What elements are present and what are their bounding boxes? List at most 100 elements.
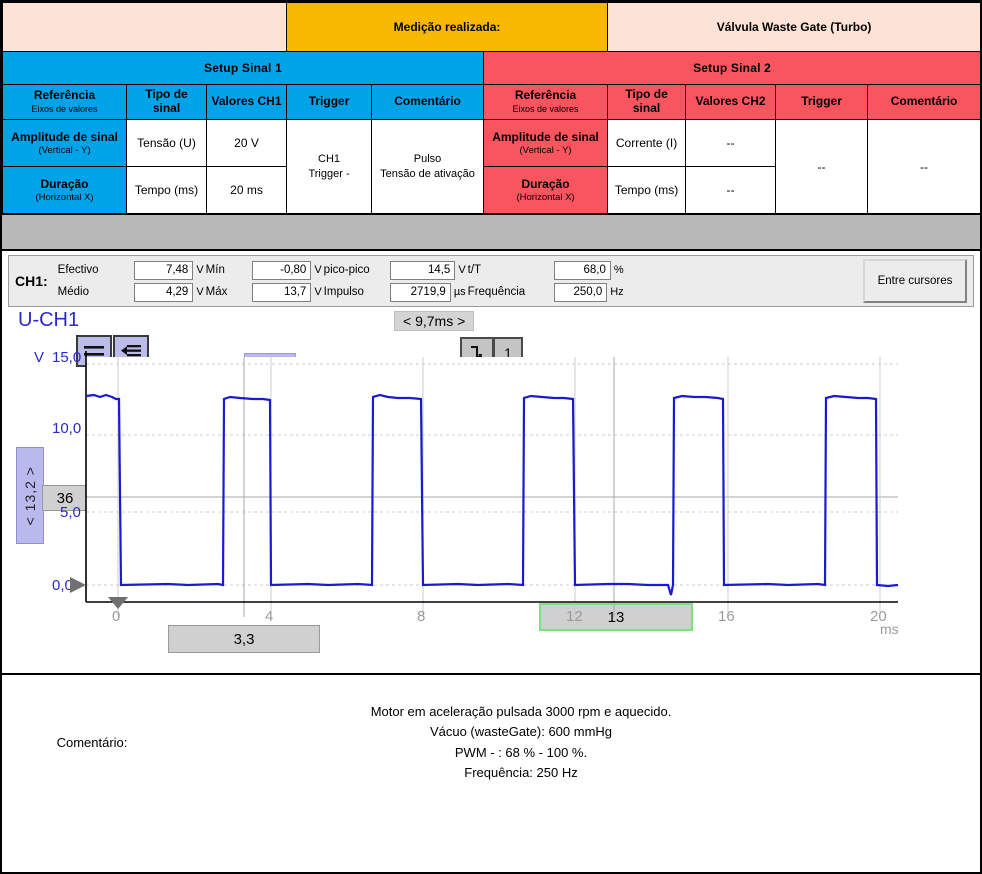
cell-trigger-2: -- <box>775 119 869 214</box>
meas-value-frequencia[interactable]: 250,0 <box>553 282 608 302</box>
cell-trigger-1-l2: Trigger - <box>308 167 350 180</box>
svg-text:0,0: 0,0 <box>52 577 73 594</box>
meas-unit-efectivo: V <box>196 264 204 276</box>
col-tipo-2: Tipo de sinal <box>607 84 687 120</box>
meas-unit-frequencia: Hz <box>610 286 624 298</box>
cell-valor-duracao-2: -- <box>685 166 777 214</box>
row-label-duracao-2-title: Duração <box>521 177 570 192</box>
svg-text:20: 20 <box>870 608 887 625</box>
data-row-duracao: Duração (Horizontal X) Tempo (ms) 20 ms … <box>2 166 981 214</box>
col-trigger-1: Trigger <box>286 84 373 120</box>
svg-text:10,0: 10,0 <box>52 420 81 437</box>
col-ref-1-sub: Eixos de valores <box>31 104 98 115</box>
meas-label-pico-pico: pico-pico <box>323 264 370 276</box>
scope-panel: CH1: Efectivo 7,48 V Mín -0,80 V pico-pi… <box>2 251 980 675</box>
svg-text:8: 8 <box>417 608 425 625</box>
cell-comment-1: Pulso Tensão de ativação <box>371 119 485 214</box>
equal-lines-icon[interactable] <box>76 335 112 367</box>
meas-unit-max: V <box>314 286 322 298</box>
meas-unit-medio: V <box>196 286 204 298</box>
x-cursor-left-box[interactable]: 3,3 <box>168 625 320 653</box>
col-ref-1: Referência Eixos de valores <box>2 84 127 120</box>
col-comentario-2: Comentário <box>867 84 982 120</box>
col-ref-2-title: Referência <box>514 88 577 103</box>
col-tipo-1-l1: Tipo de <box>145 87 188 102</box>
meas-value-tT[interactable]: 68,0 <box>553 260 611 280</box>
row-label-amplitude-2: Amplitude de sinal (Vertical - Y) <box>483 119 609 167</box>
signal-name-label: U-CH1 <box>18 309 80 331</box>
svg-text:15,0: 15,0 <box>52 349 81 366</box>
delta-time-badge: < 9,7ms > <box>394 311 475 331</box>
meas-label-min: Mín <box>205 264 225 276</box>
meas-label-frequencia: Frequência <box>467 286 526 298</box>
meas-field-tT: 68,0 % <box>553 260 624 280</box>
svg-text:4: 4 <box>265 608 273 625</box>
col-ref-1-title: Referência <box>33 88 96 103</box>
cell-comment-2: -- <box>867 119 982 214</box>
col-tipo-1: Tipo de sinal <box>126 84 207 120</box>
row-label-amplitude-1: Amplitude de sinal (Vertical - Y) <box>2 119 127 167</box>
comment-line-3: PWM - : 68 % - 100 %. <box>454 744 588 760</box>
comment-line-2: Vácuo (wasteGate): 600 mmHg <box>429 724 613 740</box>
meas-value-pico-pico[interactable]: 14,5 <box>389 260 456 280</box>
cell-valor-amplitude-2: -- <box>685 119 777 167</box>
cell-comment-1-l2: Tensão de ativação <box>380 167 475 180</box>
col-comentario-1: Comentário <box>371 84 485 120</box>
waveform-plot[interactable]: U-CH1 < 9,7ms > <box>8 307 974 667</box>
svg-text:16: 16 <box>718 608 735 625</box>
channel-label: CH1: <box>15 273 48 289</box>
meas-value-impulso[interactable]: 2719,9 <box>389 282 451 302</box>
meas-field-min: -0,80 V <box>251 260 322 280</box>
measurement-title: Medição realizada: <box>286 2 609 52</box>
meas-label-max: Máx <box>205 286 228 298</box>
col-valores-ch2: Valores CH2 <box>685 84 777 120</box>
comment-body: Motor em aceleração pulsada 3000 rpm e a… <box>182 702 980 783</box>
meas-field-efectivo: 7,48 V <box>133 260 204 280</box>
meas-value-medio[interactable]: 4,29 <box>133 282 194 302</box>
col-ref-2-sub: Eixos de valores <box>512 104 579 115</box>
meas-field-pico-pico: 14,5 V <box>389 260 466 280</box>
data-row-amplitude: Amplitude de sinal (Vertical - Y) Tensão… <box>2 119 982 214</box>
col-tipo-2-l2: sinal <box>632 101 661 115</box>
col-trigger-2: Trigger <box>775 84 869 120</box>
cell-tipo-duracao-1: Tempo (ms) <box>126 166 207 214</box>
svg-text:0: 0 <box>112 608 120 625</box>
meas-value-min[interactable]: -0,80 <box>251 260 312 280</box>
y-cursor-value-box[interactable]: 36 <box>42 485 88 511</box>
comment-section: Comentário: Motor em aceleração pulsada … <box>2 675 980 810</box>
meas-label-efectivo: Efectivo <box>57 264 99 276</box>
setup2-band: Setup Sinal 2 <box>483 51 982 85</box>
cell-tipo-duracao-2: Tempo (ms) <box>607 166 687 214</box>
cell-tipo-amplitude-1: Tensão (U) <box>126 119 207 167</box>
x-cursor-right-box[interactable]: 13 <box>539 603 693 631</box>
meas-label-medio: Médio <box>57 286 89 298</box>
waveform-svg: V 15,0 10,0 5,0 0,0 0 4 8 12 16 20 ms <box>34 349 899 637</box>
meas-unit-tT: % <box>613 264 624 276</box>
row-label-duracao-2-sub: (Horizontal X) <box>516 191 575 203</box>
vertical-delta-cursor[interactable]: < 13,2 > <box>16 447 44 544</box>
entre-cursores-button[interactable]: Entre cursores <box>863 259 967 303</box>
setup-band-row: Setup Sinal 1 Setup Sinal 2 <box>1 51 982 85</box>
svg-text:5,0: 5,0 <box>60 504 81 521</box>
column-header-row: Referência Eixos de valores Tipo de sina… <box>2 84 982 120</box>
row-label-duracao-1-sub: (Horizontal X) <box>35 191 94 203</box>
cell-valor-amplitude-1: 20 V <box>205 119 288 167</box>
row-label-duracao-1-title: Duração <box>40 177 89 192</box>
meas-value-max[interactable]: 13,7 <box>251 282 312 302</box>
header-row: Medição realizada: Válvula Waste Gate (T… <box>1 2 982 52</box>
meas-value-efectivo[interactable]: 7,48 <box>133 260 194 280</box>
meas-unit-impulso: µs <box>453 286 466 298</box>
meas-field-frequencia: 250,0 Hz <box>553 282 624 302</box>
meas-field-medio: 4,29 V <box>133 282 204 302</box>
meas-field-impulso: 2719,9 µs <box>389 282 466 302</box>
svg-text:12: 12 <box>566 608 583 625</box>
header-blank <box>1 2 288 52</box>
row-label-amplitude-1-sub: (Vertical - Y) <box>38 144 91 156</box>
comment-line-4: Frequência: 250 Hz <box>464 764 578 780</box>
meas-field-max: 13,7 V <box>251 282 322 302</box>
row-label-amplitude-2-title: Amplitude de sinal <box>492 130 599 145</box>
col-tipo-1-l2: sinal <box>152 101 181 115</box>
measurement-strip: CH1: Efectivo 7,48 V Mín -0,80 V pico-pi… <box>8 255 974 307</box>
cell-tipo-amplitude-2: Corrente (I) <box>607 119 687 167</box>
